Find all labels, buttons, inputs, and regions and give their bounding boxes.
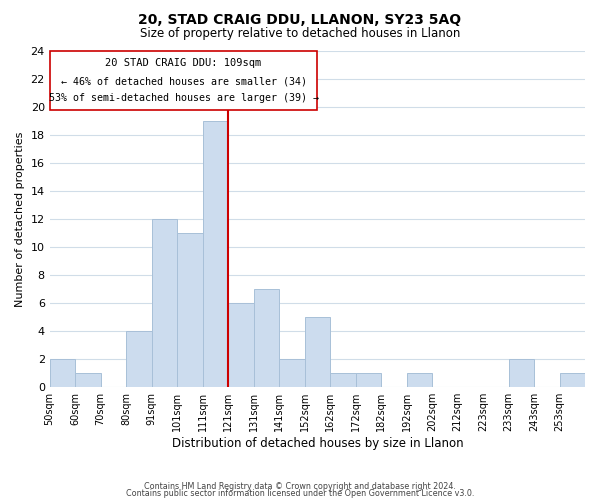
Text: Contains public sector information licensed under the Open Government Licence v3: Contains public sector information licen… bbox=[126, 490, 474, 498]
Bar bbox=[279, 359, 305, 387]
Y-axis label: Number of detached properties: Number of detached properties bbox=[15, 132, 25, 307]
Bar bbox=[177, 234, 203, 387]
Bar bbox=[75, 373, 101, 387]
Bar bbox=[228, 304, 254, 387]
Bar bbox=[254, 290, 279, 387]
Text: ← 46% of detached houses are smaller (34): ← 46% of detached houses are smaller (34… bbox=[61, 76, 307, 86]
Bar bbox=[560, 373, 585, 387]
Text: Contains HM Land Registry data © Crown copyright and database right 2024.: Contains HM Land Registry data © Crown c… bbox=[144, 482, 456, 491]
Bar bbox=[509, 359, 534, 387]
X-axis label: Distribution of detached houses by size in Llanon: Distribution of detached houses by size … bbox=[172, 437, 463, 450]
Text: 20, STAD CRAIG DDU, LLANON, SY23 5AQ: 20, STAD CRAIG DDU, LLANON, SY23 5AQ bbox=[139, 12, 461, 26]
Bar bbox=[203, 122, 228, 387]
FancyBboxPatch shape bbox=[50, 52, 317, 110]
Bar bbox=[126, 332, 152, 387]
Bar bbox=[330, 373, 356, 387]
Text: 53% of semi-detached houses are larger (39) →: 53% of semi-detached houses are larger (… bbox=[49, 94, 319, 104]
Bar bbox=[305, 318, 330, 387]
Bar bbox=[50, 359, 75, 387]
Bar bbox=[407, 373, 432, 387]
Text: 20 STAD CRAIG DDU: 109sqm: 20 STAD CRAIG DDU: 109sqm bbox=[106, 58, 262, 68]
Bar bbox=[152, 220, 177, 387]
Text: Size of property relative to detached houses in Llanon: Size of property relative to detached ho… bbox=[140, 28, 460, 40]
Bar bbox=[356, 373, 381, 387]
